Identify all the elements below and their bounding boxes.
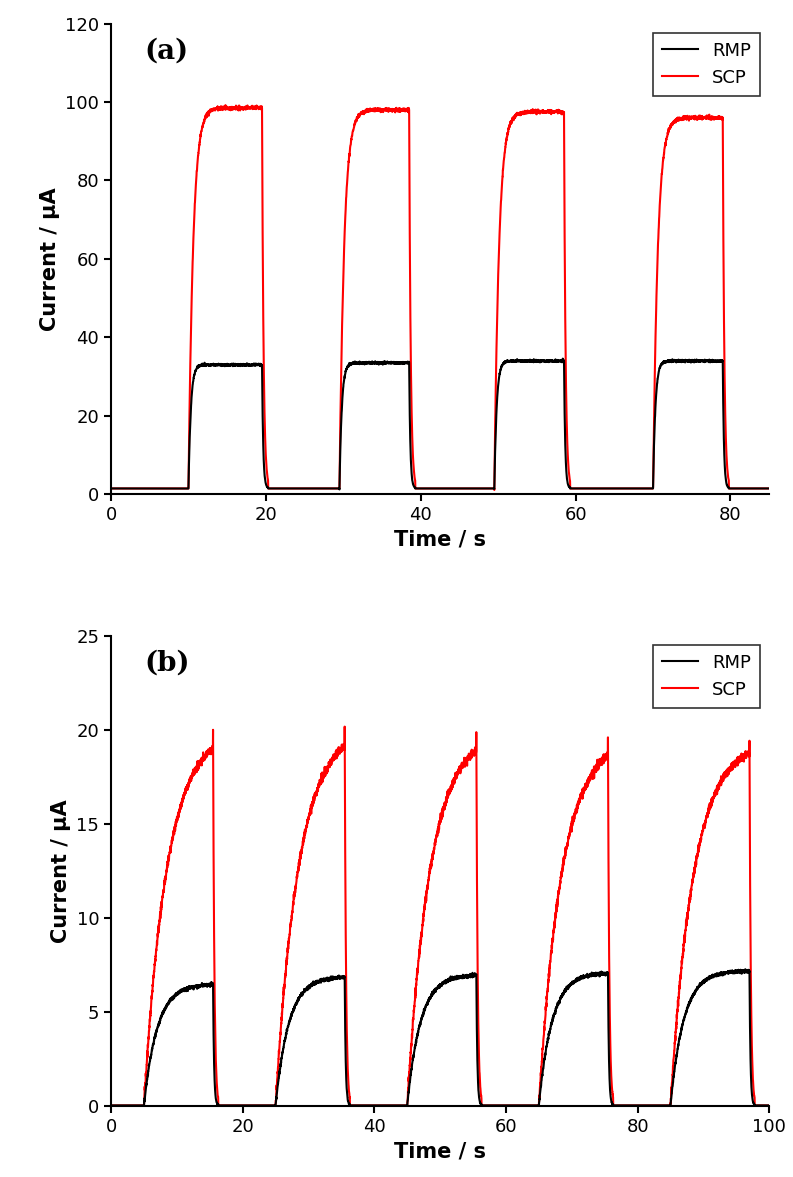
RMP bbox=[424, 991, 434, 1005]
SCP bbox=[293, 481, 302, 496]
X-axis label: Time / s: Time / s bbox=[394, 530, 486, 550]
RMP bbox=[335, 483, 344, 497]
Legend: RMP, SCP: RMP, SCP bbox=[653, 645, 760, 707]
SCP bbox=[125, 481, 134, 496]
SCP bbox=[220, 98, 230, 112]
SCP bbox=[534, 1099, 543, 1113]
Line: SCP: SCP bbox=[111, 726, 769, 1106]
RMP bbox=[140, 1099, 149, 1113]
SCP bbox=[696, 112, 706, 126]
Y-axis label: Current / μA: Current / μA bbox=[40, 187, 59, 331]
RMP bbox=[764, 481, 774, 496]
X-axis label: Time / s: Time / s bbox=[394, 1142, 486, 1162]
SCP bbox=[764, 481, 774, 496]
Y-axis label: Current / μA: Current / μA bbox=[51, 799, 71, 943]
SCP bbox=[106, 1098, 116, 1112]
SCP bbox=[561, 843, 571, 857]
RMP bbox=[320, 481, 329, 496]
RMP bbox=[722, 966, 731, 980]
RMP bbox=[125, 481, 134, 496]
SCP bbox=[340, 719, 350, 733]
RMP bbox=[106, 1098, 116, 1112]
SCP bbox=[722, 766, 731, 780]
RMP bbox=[236, 1098, 245, 1112]
SCP bbox=[424, 871, 434, 885]
RMP bbox=[700, 975, 710, 989]
RMP bbox=[764, 1098, 774, 1112]
Text: (a): (a) bbox=[144, 38, 188, 65]
Legend: RMP, SCP: RMP, SCP bbox=[653, 33, 760, 95]
RMP bbox=[717, 966, 726, 980]
SCP bbox=[764, 1098, 774, 1112]
Line: RMP: RMP bbox=[111, 969, 769, 1106]
Line: SCP: SCP bbox=[111, 105, 769, 490]
RMP bbox=[746, 481, 756, 496]
SCP bbox=[746, 481, 756, 496]
RMP bbox=[494, 375, 504, 390]
RMP bbox=[741, 962, 750, 976]
SCP bbox=[320, 481, 329, 496]
Text: (b): (b) bbox=[144, 650, 190, 677]
SCP bbox=[717, 770, 726, 784]
RMP bbox=[558, 352, 568, 366]
RMP bbox=[696, 354, 706, 368]
SCP bbox=[494, 255, 504, 270]
SCP bbox=[106, 481, 116, 496]
Line: RMP: RMP bbox=[111, 359, 769, 490]
RMP bbox=[293, 481, 302, 496]
SCP bbox=[236, 1098, 245, 1112]
RMP bbox=[561, 983, 571, 997]
SCP bbox=[489, 483, 499, 497]
SCP bbox=[700, 822, 710, 836]
RMP bbox=[106, 481, 116, 496]
